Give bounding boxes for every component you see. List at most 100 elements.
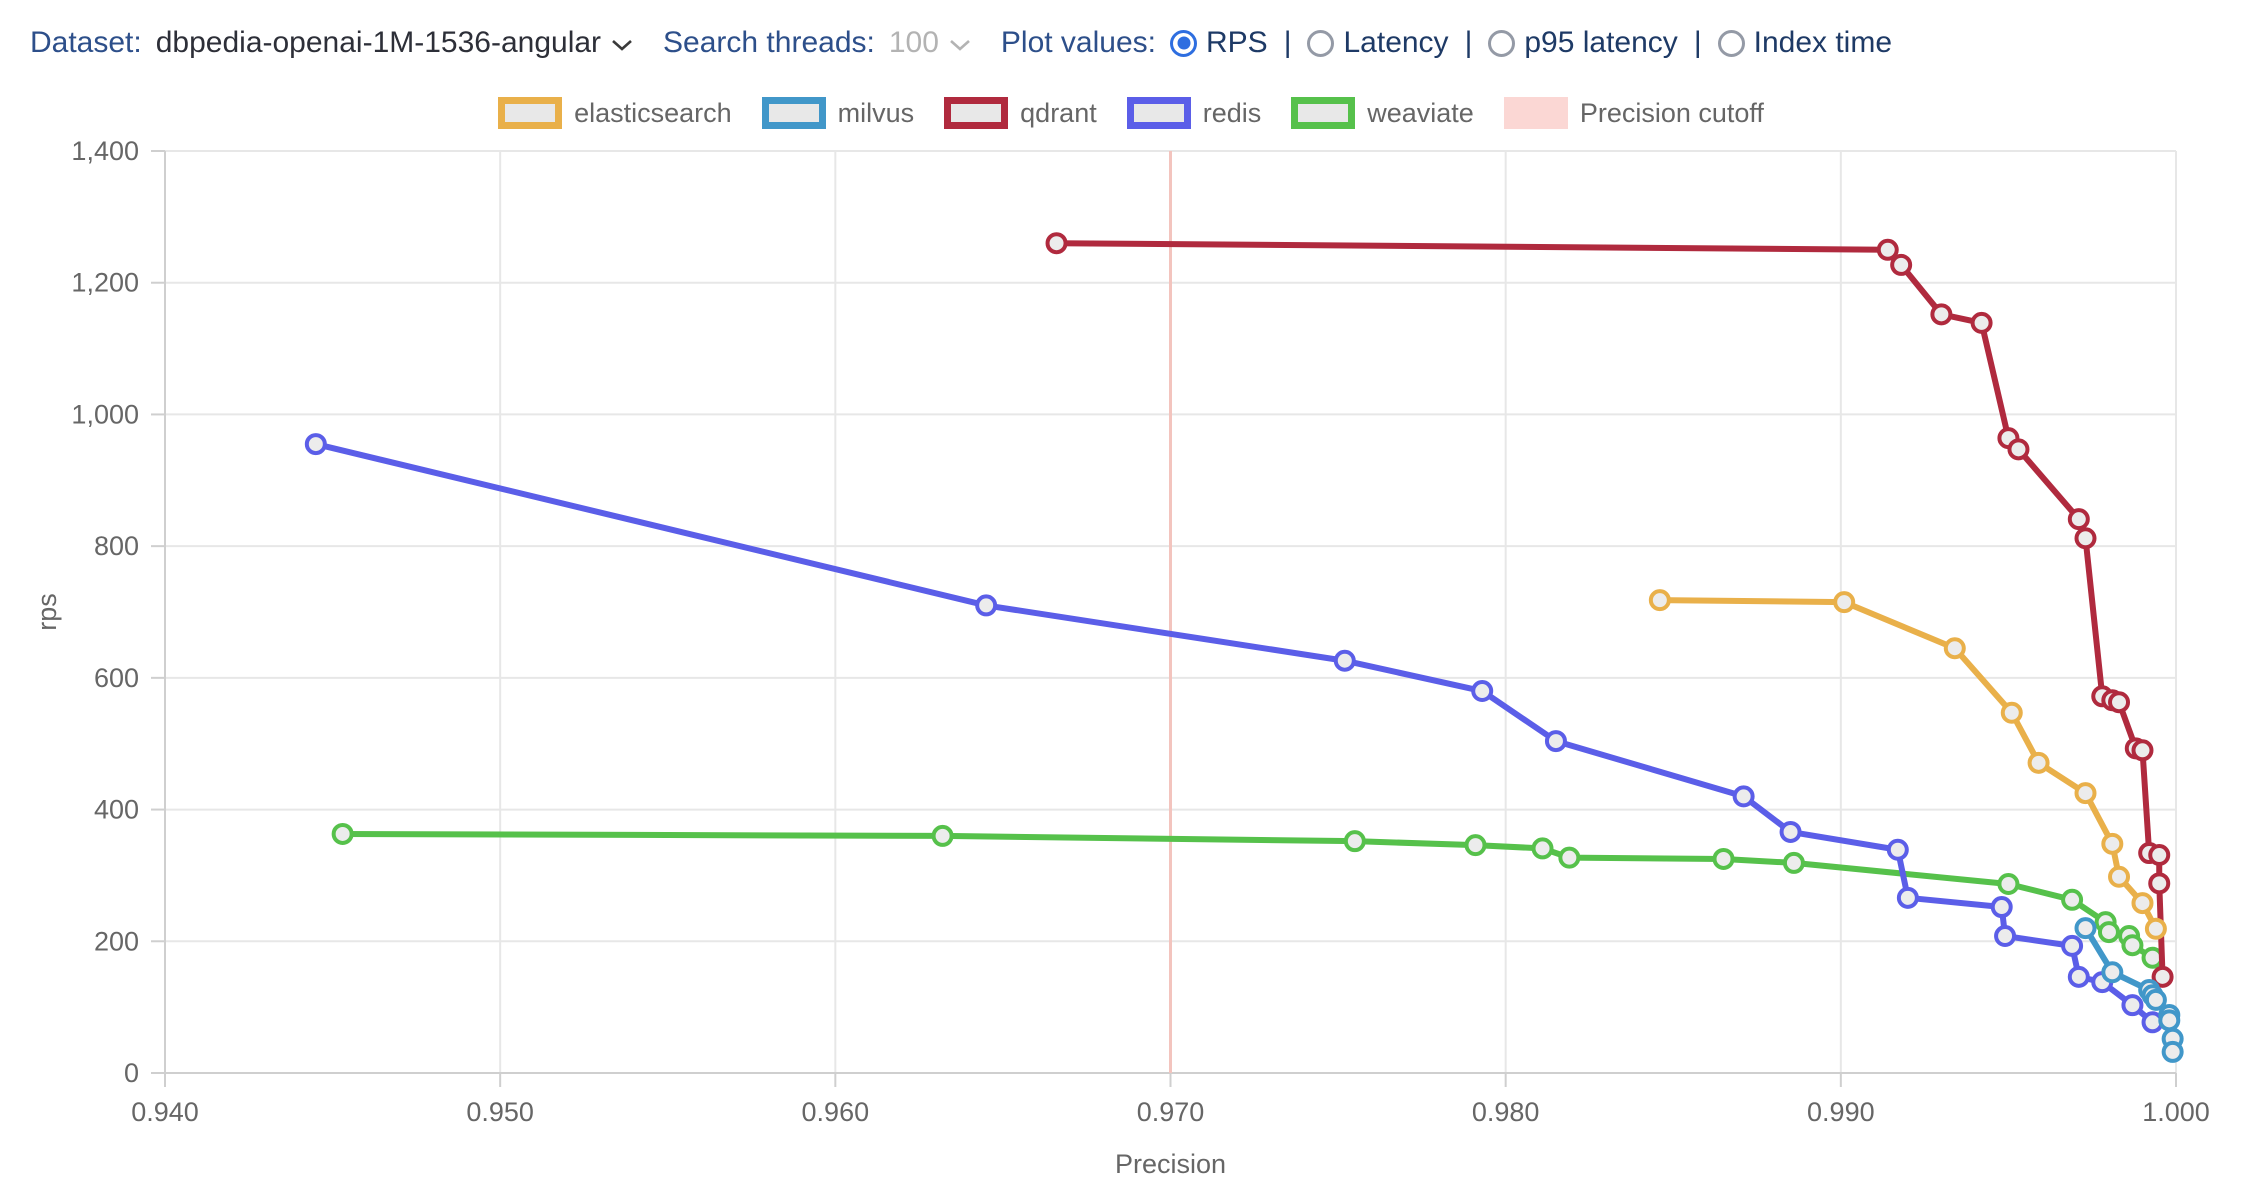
dataset-value: dbpedia-openai-1M-1536-angular bbox=[155, 26, 602, 59]
series-point-redis bbox=[304, 433, 327, 456]
series-point-qdrant bbox=[2007, 438, 2030, 461]
x-tick-label: 0.960 bbox=[802, 1097, 870, 1127]
chevron-down-icon bbox=[950, 40, 970, 51]
radio-option-label: RPS bbox=[1206, 26, 1268, 59]
series-point-elasticsearch bbox=[2027, 751, 2050, 774]
legend-label: redis bbox=[1202, 97, 1262, 128]
series-point-weaviate bbox=[2097, 921, 2120, 944]
x-axis-title: Precision bbox=[1115, 1149, 1226, 1178]
series-point-elasticsearch bbox=[2108, 865, 2131, 888]
series-point-weaviate bbox=[1343, 830, 1366, 853]
legend-item-milvus[interactable]: milvus bbox=[761, 97, 915, 129]
x-tick-label: 0.990 bbox=[1807, 1097, 1875, 1127]
radio-unselected-icon[interactable] bbox=[1488, 29, 1516, 57]
y-tick-label: 1,200 bbox=[71, 268, 139, 298]
series-line-elasticsearch bbox=[1656, 597, 2159, 932]
legend-label: milvus bbox=[837, 97, 915, 128]
series-point-elasticsearch bbox=[1943, 637, 1966, 660]
series-point-redis bbox=[975, 594, 998, 617]
radio-selected-icon[interactable] bbox=[1170, 29, 1197, 57]
series-point-qdrant bbox=[2067, 508, 2090, 531]
radio-option-label: p95 latency bbox=[1524, 26, 1678, 59]
series-point-redis bbox=[2061, 934, 2084, 957]
legend-label: Precision cutoff bbox=[1579, 97, 1764, 128]
legend-label: weaviate bbox=[1367, 97, 1474, 128]
legend-item-precision-cutoff[interactable]: Precision cutoff bbox=[1503, 97, 1764, 129]
search-threads-label: Search threads: bbox=[663, 26, 875, 59]
series-point-qdrant bbox=[1890, 253, 1913, 276]
series-point-redis bbox=[1544, 730, 1567, 753]
x-tick-label: 0.940 bbox=[131, 1097, 199, 1127]
radio-option-index-time[interactable]: Index time bbox=[1717, 26, 1892, 60]
series-point-redis bbox=[1779, 820, 1802, 843]
series-point-qdrant bbox=[1045, 232, 1068, 255]
series-point-qdrant bbox=[1876, 238, 1899, 261]
series-point-milvus bbox=[2101, 961, 2124, 984]
series-point-weaviate bbox=[1464, 834, 1487, 857]
series-point-elasticsearch bbox=[1648, 589, 1671, 612]
y-tick-label: 200 bbox=[94, 926, 139, 956]
x-tick-label: 1.000 bbox=[2142, 1097, 2210, 1127]
series-point-milvus bbox=[2158, 1009, 2181, 1032]
y-tick-label: 400 bbox=[94, 795, 139, 825]
legend-item-weaviate[interactable]: weaviate bbox=[1291, 97, 1474, 129]
series-point-milvus bbox=[2144, 988, 2167, 1011]
radio-option-label: Latency bbox=[1343, 26, 1449, 59]
series-point-elasticsearch bbox=[2144, 917, 2167, 940]
radio-unselected-icon[interactable] bbox=[1717, 29, 1745, 57]
y-tick-label: 1,400 bbox=[71, 136, 139, 166]
series-point-qdrant bbox=[2108, 691, 2131, 714]
y-tick-label: 800 bbox=[94, 531, 139, 561]
dataset-select[interactable]: dbpedia-openai-1M-1536-angular bbox=[156, 26, 633, 60]
series-point-redis bbox=[1994, 925, 2017, 948]
series-point-elasticsearch bbox=[2074, 782, 2097, 805]
legend-item-redis[interactable]: redis bbox=[1126, 97, 1262, 129]
series-point-redis bbox=[2067, 965, 2090, 988]
legend-item-elasticsearch[interactable]: elasticsearch bbox=[498, 97, 732, 129]
series-point-qdrant bbox=[2148, 844, 2171, 867]
legend-label: elasticsearch bbox=[574, 97, 732, 128]
series-point-qdrant bbox=[1930, 303, 1953, 326]
series-point-weaviate bbox=[2061, 888, 2084, 911]
radio-option-rps[interactable]: RPS bbox=[1170, 26, 1268, 60]
separator: | bbox=[1464, 26, 1473, 59]
radio-option-latency[interactable]: Latency bbox=[1307, 26, 1449, 60]
legend-label: qdrant bbox=[1020, 97, 1097, 128]
series-point-weaviate bbox=[1782, 851, 1805, 874]
plot-values-group: RPS | Latency | p95 latency | Index time bbox=[1170, 26, 1892, 60]
series-point-qdrant bbox=[2148, 872, 2171, 895]
dataset-label: Dataset: bbox=[30, 26, 142, 59]
y-axis-title: rps bbox=[32, 593, 62, 631]
series-point-redis bbox=[1732, 785, 1755, 808]
series-point-elasticsearch bbox=[2000, 701, 2023, 724]
separator: | bbox=[1693, 26, 1702, 59]
x-tick-label: 0.980 bbox=[1472, 1097, 1540, 1127]
legend-item-qdrant[interactable]: qdrant bbox=[944, 97, 1097, 129]
legend-swatch-qdrant bbox=[944, 97, 1009, 129]
legend-swatch-redis bbox=[1126, 97, 1191, 129]
chart-legend: elasticsearch milvus qdrant redis weaviate Pr… bbox=[0, 97, 2262, 129]
series-line-weaviate bbox=[339, 830, 2156, 961]
series-point-elasticsearch bbox=[1833, 591, 1856, 614]
series-point-milvus bbox=[2074, 917, 2097, 940]
legend-swatch-precision-cutoff bbox=[1503, 97, 1568, 129]
chevron-down-icon bbox=[612, 40, 632, 51]
search-threads-select[interactable]: 100 bbox=[889, 26, 971, 60]
series-point-redis bbox=[1990, 896, 2013, 919]
series-point-elasticsearch bbox=[2101, 832, 2124, 855]
series-point-weaviate bbox=[1531, 837, 1554, 860]
series-point-redis bbox=[1333, 649, 1356, 672]
legend-swatch-elasticsearch bbox=[498, 97, 563, 129]
series-line-redis bbox=[312, 441, 2156, 1026]
series-point-qdrant bbox=[2074, 527, 2097, 550]
radio-option-p95-latency[interactable]: p95 latency bbox=[1488, 26, 1678, 60]
series-point-redis bbox=[1471, 680, 1494, 703]
series-point-redis bbox=[1886, 838, 1909, 861]
x-tick-label: 0.950 bbox=[466, 1097, 534, 1127]
radio-unselected-icon[interactable] bbox=[1307, 29, 1335, 57]
series-point-weaviate bbox=[1558, 846, 1581, 869]
series-point-elasticsearch bbox=[2131, 892, 2154, 915]
series-point-milvus bbox=[2161, 1040, 2184, 1063]
